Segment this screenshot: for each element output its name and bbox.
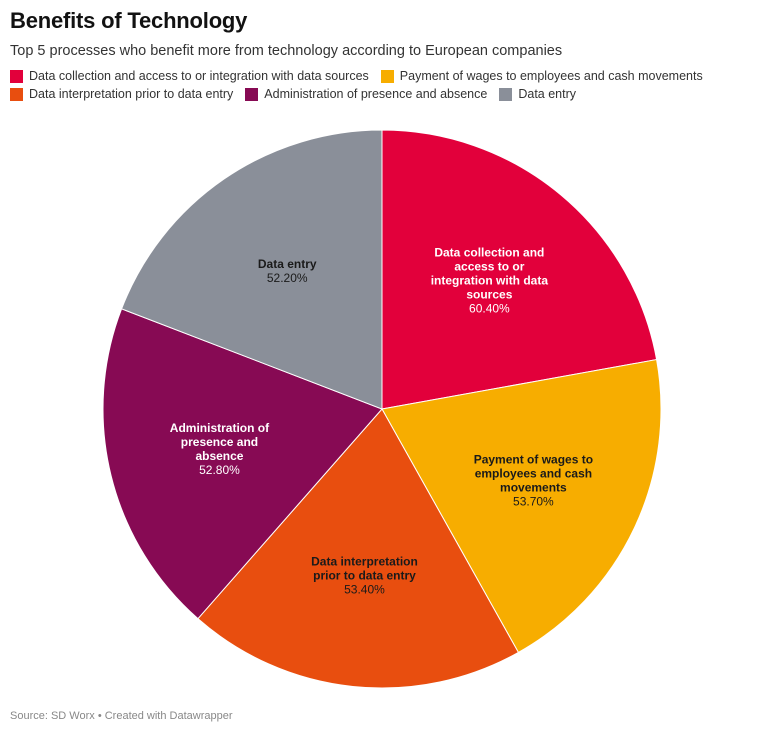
legend-item: Administration of presence and absence (245, 86, 487, 102)
slice-label-name: Data interpretation (311, 554, 418, 568)
slice-label-name: Administration of (170, 421, 270, 435)
slice-label-name: integration with data (431, 274, 549, 288)
slice-label-name: employees and cash (475, 466, 592, 480)
legend-swatch (10, 87, 23, 101)
slice-label-name: Data entry (258, 257, 317, 271)
slice-label-name: Payment of wages to (474, 452, 593, 466)
slice-value-label: 60.40% (469, 302, 510, 316)
pie-slice[interactable] (102, 308, 383, 620)
slice-value-label: 52.80% (199, 463, 240, 477)
pie-slice[interactable] (381, 129, 658, 410)
slice-value-label: 52.20% (267, 271, 308, 285)
pie-slice[interactable] (381, 358, 662, 654)
legend-item: Payment of wages to employees and cash m… (380, 68, 703, 84)
chart-legend: Data collection and access to or integra… (10, 68, 750, 102)
legend-swatch (380, 69, 394, 83)
slice-label-name: prior to data entry (313, 568, 416, 582)
slice-label-name: absence (195, 449, 243, 463)
legend-label: Data interpretation prior to data entry (29, 87, 234, 101)
legend-item: Data interpretation prior to data entry (10, 86, 233, 102)
chart-subtitle: Top 5 processes who benefit more from te… (10, 43, 563, 59)
slice-label-name: presence and (181, 435, 258, 449)
slice-value-label: 53.40% (344, 582, 385, 596)
chart-title: Benefits of Technology (10, 8, 248, 33)
slice-label-name: access to or (454, 260, 524, 274)
slice-label-name: sources (466, 288, 512, 302)
slice-label-name: Data collection and (434, 246, 544, 260)
source-credit: Source: SD Worx • Created with Datawrapp… (10, 710, 233, 722)
slice-value-label: 53.70% (513, 494, 554, 508)
legend-swatch (499, 87, 513, 101)
legend-label: Administration of presence and absence (264, 87, 488, 101)
slice-label-name: movements (500, 480, 567, 494)
legend-item: Data collection and access to or integra… (10, 68, 369, 84)
legend-swatch (10, 69, 23, 83)
legend-label: Payment of wages to employees and cash m… (399, 69, 703, 83)
pie-slice[interactable] (120, 129, 383, 410)
pie-slice[interactable] (197, 408, 520, 689)
legend-item: Data entry (499, 86, 576, 102)
legend-label: Data entry (518, 87, 577, 101)
legend-swatch (245, 87, 259, 101)
legend-label: Data collection and access to or integra… (29, 69, 369, 83)
